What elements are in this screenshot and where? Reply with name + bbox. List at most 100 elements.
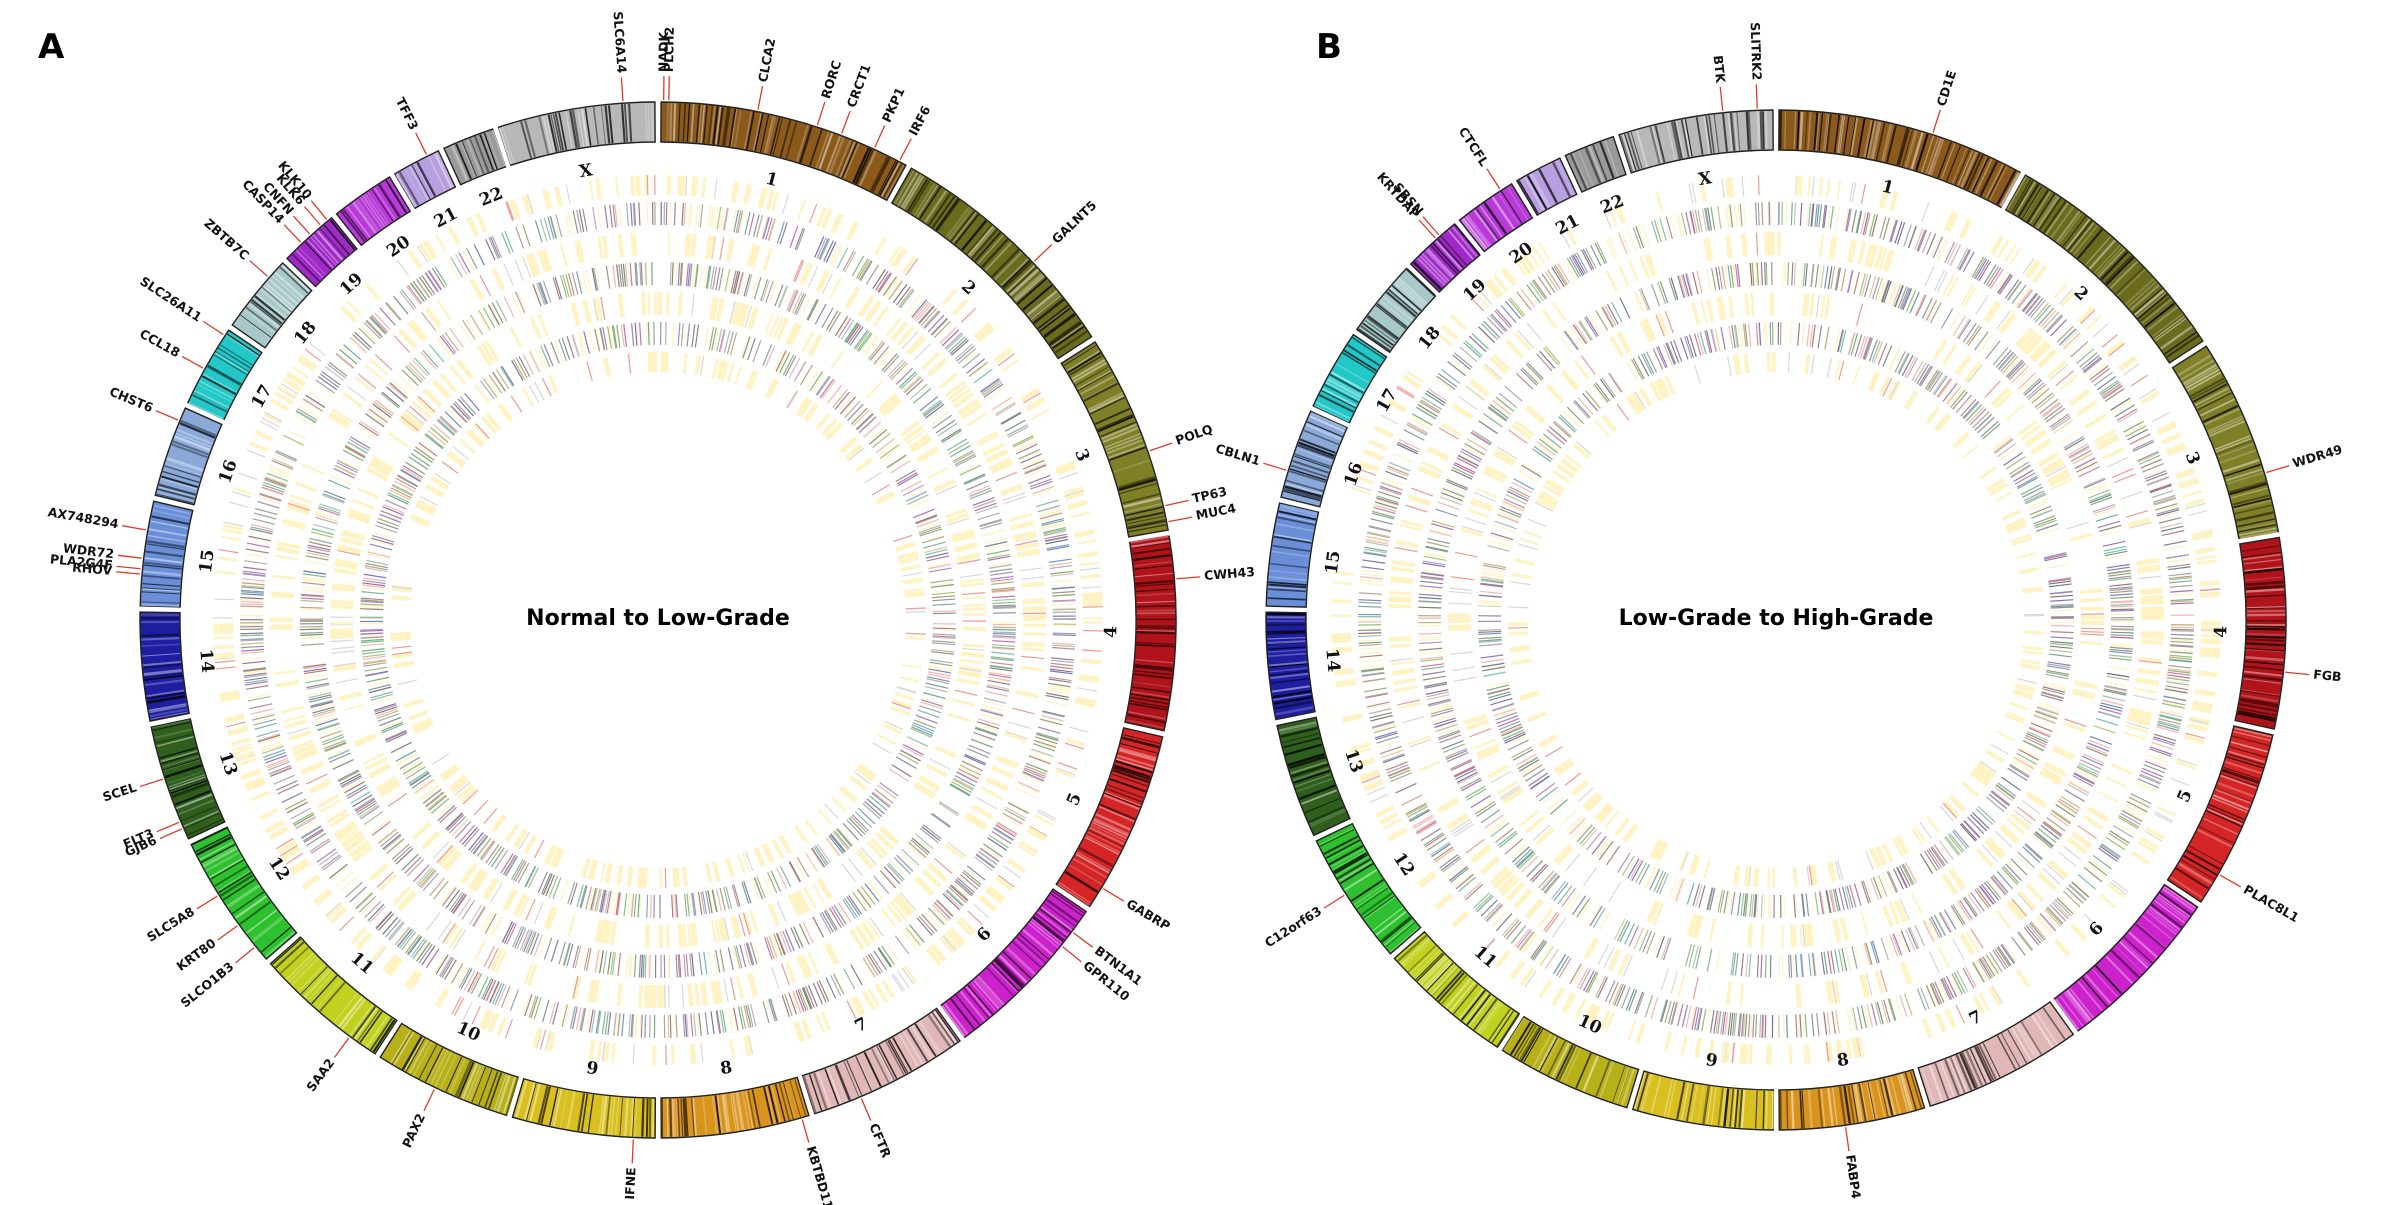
cytoband-stripe	[672, 103, 677, 142]
track-mark	[1402, 374, 1422, 389]
cytoband-stripe	[1113, 766, 1151, 781]
track-mark	[682, 353, 688, 374]
track-mark	[2003, 244, 2017, 263]
track-mark	[1603, 946, 1615, 969]
track-mark	[2051, 810, 2071, 825]
cytoband-stripe	[1005, 947, 1035, 976]
track-mark	[287, 802, 309, 814]
track-mark	[1388, 596, 1412, 601]
track-mark	[1434, 848, 1455, 863]
track-mark	[959, 874, 979, 890]
track-mark	[2040, 824, 2060, 840]
track-mark	[1521, 253, 1536, 272]
track-mark	[1443, 743, 1466, 754]
track-mark	[2167, 674, 2191, 679]
track-mark	[626, 203, 629, 227]
track-mark	[1976, 259, 1990, 281]
track-mark	[680, 262, 684, 286]
track-mark	[914, 719, 936, 729]
track-mark	[259, 420, 278, 431]
cytoband-stripe	[158, 486, 196, 498]
track-mark	[214, 660, 236, 664]
track-mark	[1077, 551, 1099, 559]
track-mark	[2124, 804, 2146, 817]
cytoband-stripe	[1122, 734, 1161, 745]
track-mark	[1002, 492, 1025, 501]
track-mark	[302, 398, 324, 412]
track-mark	[1048, 558, 1072, 563]
track-mark	[736, 272, 744, 295]
track-mark	[1366, 535, 1390, 542]
track-mark	[360, 597, 384, 601]
track-mark	[1680, 212, 1688, 236]
track-mark	[1592, 907, 1606, 929]
track-mark	[250, 526, 274, 533]
track-mark	[325, 902, 344, 920]
track-mark	[1439, 854, 1459, 869]
track-mark	[1052, 644, 1076, 648]
track-mark	[983, 383, 1004, 398]
track-mark	[287, 502, 311, 511]
track-mark	[931, 591, 955, 596]
track-mark	[512, 860, 526, 881]
track-mark	[1984, 954, 1998, 975]
track-mark	[406, 935, 422, 955]
track-mark	[415, 446, 435, 461]
track-mark	[2110, 605, 2134, 608]
track-mark	[1381, 482, 1404, 491]
track-mark	[335, 822, 356, 838]
track-mark	[509, 989, 519, 1012]
track-mark	[1670, 1002, 1678, 1025]
track-mark	[1361, 566, 1385, 571]
track-mark	[2191, 705, 2212, 714]
track-mark	[979, 713, 1002, 721]
track-mark	[319, 799, 342, 813]
track-mark	[1438, 427, 1460, 440]
track-mark	[930, 583, 954, 588]
track-mark	[1642, 930, 1652, 953]
gene-connector	[1033, 244, 1053, 262]
track-mark	[1870, 941, 1878, 964]
track-mark	[2102, 540, 2126, 547]
gene-connector	[1073, 932, 1093, 948]
track-mark	[686, 893, 690, 917]
track-mark	[2123, 420, 2145, 433]
track-mark	[814, 236, 825, 258]
track-mark	[2175, 467, 2196, 480]
track-mark	[484, 339, 500, 362]
track-mark	[636, 867, 644, 888]
track-mark	[877, 733, 897, 746]
track-mark	[806, 299, 818, 321]
track-mark	[1526, 284, 1541, 304]
gene-label-crct1: CRCT1	[844, 62, 874, 110]
track-mark	[309, 342, 326, 357]
track-mark	[1676, 1003, 1684, 1027]
track-mark	[800, 1018, 813, 1040]
track-mark	[365, 320, 383, 338]
track-mark	[867, 426, 886, 443]
track-mark	[613, 1012, 617, 1036]
track-mark	[1468, 335, 1487, 353]
track-mark	[833, 904, 847, 925]
track-mark	[337, 458, 359, 471]
track-mark	[2011, 936, 2026, 956]
cytoband-stripe	[365, 1015, 390, 1048]
track-mark	[991, 588, 1015, 592]
track-mark	[846, 896, 861, 917]
track-mark	[2169, 656, 2193, 660]
track-mark	[313, 712, 337, 721]
track-mark	[1480, 809, 1501, 824]
cytoband-stripe	[1112, 769, 1150, 784]
track-mark	[333, 467, 355, 479]
track-mark	[741, 273, 749, 296]
track-mark	[339, 691, 363, 702]
track-mark	[1007, 802, 1029, 814]
track-mark	[735, 210, 742, 233]
track-mark	[2063, 436, 2084, 449]
track-mark	[647, 954, 650, 978]
track-mark	[350, 436, 371, 450]
track-mark	[781, 994, 790, 1017]
track-mark	[893, 534, 913, 543]
track-mark	[360, 608, 384, 611]
cytoband-stripe	[399, 171, 420, 206]
